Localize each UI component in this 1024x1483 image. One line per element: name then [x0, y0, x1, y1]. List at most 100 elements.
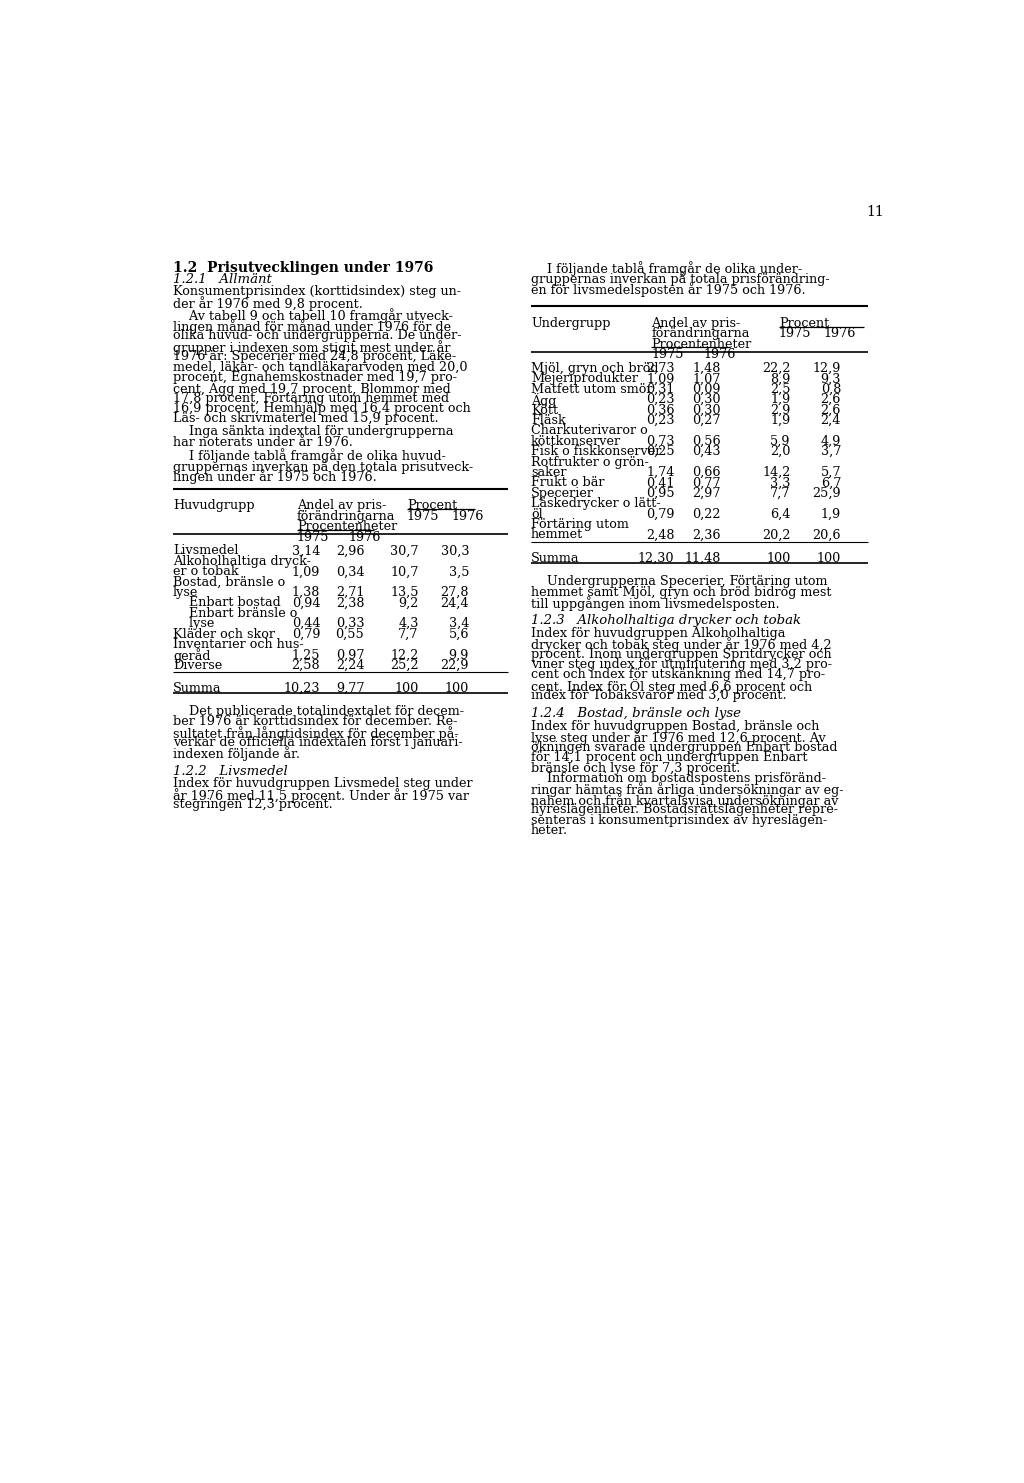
Text: Ägg: Ägg — [531, 393, 556, 408]
Text: 2,48: 2,48 — [646, 528, 675, 541]
Text: öl: öl — [531, 507, 543, 521]
Text: lyse steg under år 1976 med 12,6 procent. Av: lyse steg under år 1976 med 12,6 procent… — [531, 731, 825, 746]
Text: lyse: lyse — [173, 617, 214, 630]
Text: Andel av pris-: Andel av pris- — [297, 500, 386, 513]
Text: sultatet från långtidsindex för december på-: sultatet från långtidsindex för december… — [173, 725, 459, 740]
Text: 9,9: 9,9 — [449, 648, 469, 661]
Text: 25,2: 25,2 — [390, 658, 419, 672]
Text: Procentenheter: Procentenheter — [651, 338, 752, 351]
Text: 0,66: 0,66 — [692, 466, 721, 479]
Text: 2,71: 2,71 — [336, 586, 365, 599]
Text: 0,22: 0,22 — [692, 507, 721, 521]
Text: Kött: Kött — [531, 403, 558, 417]
Text: Summa: Summa — [173, 682, 221, 694]
Text: 2,6: 2,6 — [820, 403, 841, 417]
Text: Rotfrukter o grön-: Rotfrukter o grön- — [531, 455, 649, 469]
Text: nahem och från kvartalsvisa undersökningar av: nahem och från kvartalsvisa undersökning… — [531, 793, 839, 808]
Text: 6,7: 6,7 — [820, 476, 841, 489]
Text: olika huvud- och undergrupperna. De under-: olika huvud- och undergrupperna. De unde… — [173, 329, 462, 343]
Text: 27,8: 27,8 — [440, 586, 469, 599]
Text: Bostad, bränsle o: Bostad, bränsle o — [173, 575, 286, 589]
Text: 3,14: 3,14 — [292, 544, 321, 558]
Text: 100: 100 — [766, 552, 791, 565]
Text: 0,55: 0,55 — [336, 627, 365, 641]
Text: 0,95: 0,95 — [646, 486, 675, 500]
Text: 1976 är: Specerier med 24,8 procent, Läke-: 1976 är: Specerier med 24,8 procent, Läk… — [173, 350, 456, 363]
Text: Läskedrycker o lätt-: Läskedrycker o lätt- — [531, 497, 660, 510]
Text: Av tabell 9 och tabell 10 framgår utveck-: Av tabell 9 och tabell 10 framgår utveck… — [173, 308, 453, 323]
Text: 1.2.2   Livsmedel: 1.2.2 Livsmedel — [173, 765, 288, 777]
Text: 0,94: 0,94 — [292, 596, 321, 610]
Text: 1975: 1975 — [779, 328, 811, 340]
Text: 0,41: 0,41 — [646, 476, 675, 489]
Text: 0,25: 0,25 — [646, 445, 675, 458]
Text: 30,3: 30,3 — [440, 544, 469, 558]
Text: Index för huvudgruppen Bostad, bränsle och: Index för huvudgruppen Bostad, bränsle o… — [531, 721, 819, 733]
Text: gruppernas inverkan på den totala prisutveck-: gruppernas inverkan på den totala prisut… — [173, 458, 473, 473]
Text: 0,30: 0,30 — [692, 393, 721, 406]
Text: Läs- och skrivmateriel med 15,9 procent.: Läs- och skrivmateriel med 15,9 procent. — [173, 412, 438, 426]
Text: hyreslägenheter. Bostadsrättslägenheter repre-: hyreslägenheter. Bostadsrättslägenheter … — [531, 804, 838, 816]
Text: förändringarna: förändringarna — [297, 510, 395, 523]
Text: 10,7: 10,7 — [390, 565, 419, 578]
Text: 2,96: 2,96 — [336, 544, 365, 558]
Text: 0,09: 0,09 — [692, 383, 721, 396]
Text: 2,73: 2,73 — [646, 362, 675, 375]
Text: Konsumentprisindex (korttidsindex) steg un-: Konsumentprisindex (korttidsindex) steg … — [173, 285, 461, 298]
Text: ringar hämtas från årliga undersökningar av eg-: ringar hämtas från årliga undersökningar… — [531, 783, 844, 798]
Text: cent. Index för Öl steg med 6,6 procent och: cent. Index för Öl steg med 6,6 procent … — [531, 679, 812, 694]
Text: 1976: 1976 — [349, 531, 381, 544]
Text: 1.2  Prisutvecklingen under 1976: 1.2 Prisutvecklingen under 1976 — [173, 261, 433, 276]
Text: procent, Egnahemskostnader med 19,7 pro-: procent, Egnahemskostnader med 19,7 pro- — [173, 371, 457, 384]
Text: index för Tobaksvaror med 3,0 procent.: index för Tobaksvaror med 3,0 procent. — [531, 690, 786, 703]
Text: 4,9: 4,9 — [820, 435, 841, 448]
Text: 100: 100 — [817, 552, 841, 565]
Text: 1.2.1   Allmänt: 1.2.1 Allmänt — [173, 273, 271, 286]
Text: 0,34: 0,34 — [336, 565, 365, 578]
Text: 1,74: 1,74 — [646, 466, 675, 479]
Text: Kläder och skor: Kläder och skor — [173, 627, 275, 641]
Text: gruppernas inverkan på totala prisförändring-: gruppernas inverkan på totala prisföränd… — [531, 271, 829, 286]
Text: 1975: 1975 — [651, 349, 684, 362]
Text: 0,36: 0,36 — [646, 403, 675, 417]
Text: 4,3: 4,3 — [398, 617, 419, 630]
Text: 1,09: 1,09 — [292, 565, 321, 578]
Text: Enbart bostad: Enbart bostad — [173, 596, 281, 610]
Text: Charkuterivaror o: Charkuterivaror o — [531, 424, 648, 437]
Text: 1,48: 1,48 — [692, 362, 721, 375]
Text: 0,73: 0,73 — [646, 435, 675, 448]
Text: 17,8 procent, Förtäring utom hemmet med: 17,8 procent, Förtäring utom hemmet med — [173, 392, 450, 405]
Text: I följande tablå framgår de olika huvud-: I följande tablå framgår de olika huvud- — [173, 448, 445, 463]
Text: 5,9: 5,9 — [770, 435, 791, 448]
Text: heter.: heter. — [531, 825, 568, 836]
Text: köttkonserver: köttkonserver — [531, 435, 622, 448]
Text: 1976: 1976 — [703, 349, 736, 362]
Text: år 1976 med 11,5 procent. Under år 1975 var: år 1976 med 11,5 procent. Under år 1975 … — [173, 787, 469, 802]
Text: till uppgången inom livsmedelsposten.: till uppgången inom livsmedelsposten. — [531, 596, 779, 611]
Text: 2,4: 2,4 — [820, 414, 841, 427]
Text: 5,6: 5,6 — [449, 627, 469, 641]
Text: har noterats under år 1976.: har noterats under år 1976. — [173, 436, 353, 448]
Text: Procent: Procent — [407, 500, 458, 513]
Text: Index för huvudgruppen Alkoholhaltiga: Index för huvudgruppen Alkoholhaltiga — [531, 627, 785, 639]
Text: 1.2.3   Alkoholhaltiga drycker och tobak: 1.2.3 Alkoholhaltiga drycker och tobak — [531, 614, 801, 627]
Text: 0,27: 0,27 — [692, 414, 721, 427]
Text: cent, Ägg med 19,7 procent, Blommor med: cent, Ägg med 19,7 procent, Blommor med — [173, 381, 451, 396]
Text: grupper i indexen som stigit mest under år: grupper i indexen som stigit mest under … — [173, 340, 451, 354]
Text: 9,3: 9,3 — [820, 372, 841, 386]
Text: Enbart bränsle o: Enbart bränsle o — [173, 607, 297, 620]
Text: verkar de officiella indextalen först i januari-: verkar de officiella indextalen först i … — [173, 736, 463, 749]
Text: 2,24: 2,24 — [336, 658, 365, 672]
Text: saker: saker — [531, 466, 566, 479]
Text: 13,5: 13,5 — [390, 586, 419, 599]
Text: 5,7: 5,7 — [820, 466, 841, 479]
Text: 1,38: 1,38 — [292, 586, 321, 599]
Text: 0,77: 0,77 — [692, 476, 721, 489]
Text: 3,7: 3,7 — [820, 445, 841, 458]
Text: 14,2: 14,2 — [762, 466, 791, 479]
Text: 100: 100 — [394, 682, 419, 694]
Text: senteras i konsumentprisindex av hyreslägen-: senteras i konsumentprisindex av hyreslä… — [531, 814, 827, 826]
Text: 1,9: 1,9 — [770, 393, 791, 406]
Text: 1,9: 1,9 — [821, 507, 841, 521]
Text: drycker och tobak steg under år 1976 med 4,2: drycker och tobak steg under år 1976 med… — [531, 638, 831, 653]
